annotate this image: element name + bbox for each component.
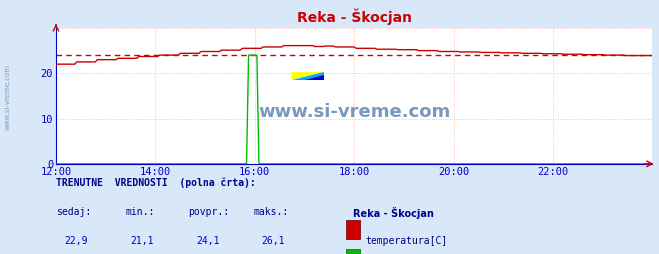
Polygon shape [304, 75, 324, 80]
Text: 22,9: 22,9 [64, 236, 88, 246]
Text: maks.:: maks.: [254, 207, 289, 217]
Text: povpr.:: povpr.: [188, 207, 229, 217]
Text: min.:: min.: [125, 207, 155, 217]
Text: www.si-vreme.com: www.si-vreme.com [258, 103, 450, 121]
Polygon shape [291, 72, 324, 80]
Polygon shape [291, 72, 324, 80]
Text: sedaj:: sedaj: [56, 207, 91, 217]
Text: 26,1: 26,1 [262, 236, 285, 246]
Text: 24,1: 24,1 [196, 236, 219, 246]
Text: TRENUTNE  VREDNOSTI  (polna črta):: TRENUTNE VREDNOSTI (polna črta): [56, 178, 256, 188]
Text: www.si-vreme.com: www.si-vreme.com [5, 64, 11, 130]
Text: Reka - Škocjan: Reka - Škocjan [353, 207, 434, 219]
Title: Reka - Škocjan: Reka - Škocjan [297, 9, 412, 25]
Text: 21,1: 21,1 [130, 236, 154, 246]
Text: temperatura[C]: temperatura[C] [366, 236, 448, 246]
